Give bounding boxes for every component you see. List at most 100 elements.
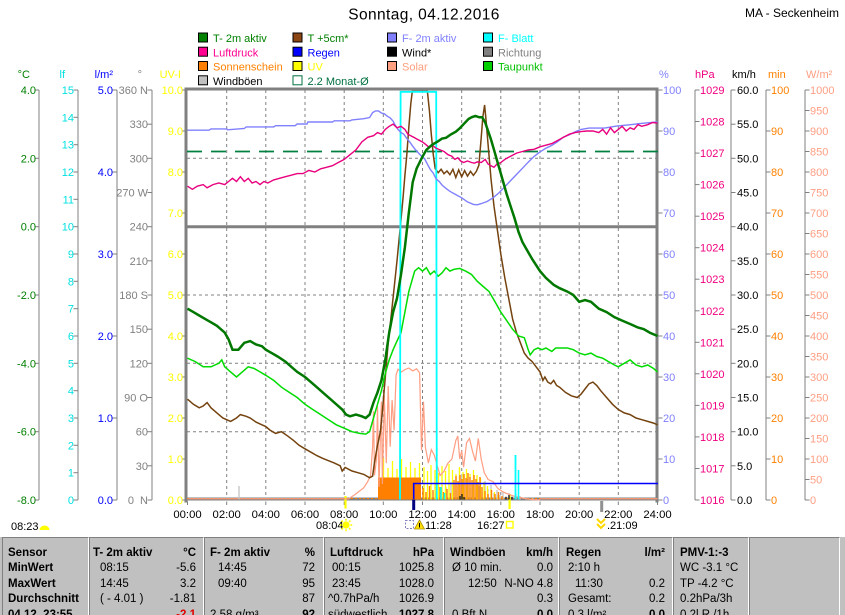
svg-text:10.0: 10.0 <box>162 85 183 97</box>
svg-text:14:00: 14:00 <box>448 509 476 521</box>
svg-text:50: 50 <box>810 475 822 487</box>
svg-text:1027: 1027 <box>700 148 724 160</box>
svg-text:1017: 1017 <box>700 464 724 476</box>
svg-text:4: 4 <box>68 386 74 398</box>
svg-text:12: 12 <box>62 167 74 179</box>
svg-text:Sonntag, 04.12.2016: Sonntag, 04.12.2016 <box>348 7 500 24</box>
svg-text:35.0: 35.0 <box>737 256 758 268</box>
svg-text:900: 900 <box>810 126 828 138</box>
svg-text:90: 90 <box>771 126 783 138</box>
svg-text:40: 40 <box>771 331 783 343</box>
svg-text:00:00: 00:00 <box>173 509 201 521</box>
svg-text:30: 30 <box>136 461 148 473</box>
svg-text:Windböen: Windböen <box>213 76 263 88</box>
svg-text:20: 20 <box>771 413 783 425</box>
svg-text:F- Blatt: F- Blatt <box>498 33 533 45</box>
svg-text:1020: 1020 <box>700 369 724 381</box>
svg-text:60: 60 <box>663 249 675 261</box>
svg-text:10: 10 <box>663 454 675 466</box>
svg-text:60.0: 60.0 <box>737 85 758 97</box>
svg-text:250: 250 <box>810 393 828 405</box>
svg-text:Sonnenschein: Sonnenschein <box>213 62 283 74</box>
svg-text:40.0: 40.0 <box>737 222 758 234</box>
svg-text:90: 90 <box>663 126 675 138</box>
svg-text:80: 80 <box>663 167 675 179</box>
svg-text:°: ° <box>138 69 142 81</box>
svg-text:16:27: 16:27 <box>477 520 505 532</box>
svg-text:150: 150 <box>130 324 148 336</box>
svg-text:3.0: 3.0 <box>98 249 113 261</box>
svg-text:300: 300 <box>130 153 148 165</box>
svg-text:1.0: 1.0 <box>168 454 183 466</box>
svg-text:180 S: 180 S <box>119 290 148 302</box>
svg-text:08:04: 08:04 <box>316 520 344 532</box>
svg-text:45.0: 45.0 <box>737 188 758 200</box>
svg-text:6.0: 6.0 <box>168 249 183 261</box>
svg-text:500: 500 <box>810 290 828 302</box>
svg-text:8: 8 <box>68 276 74 288</box>
svg-text:240: 240 <box>130 222 148 234</box>
svg-text:Richtung: Richtung <box>498 48 541 60</box>
svg-text:9.0: 9.0 <box>168 126 183 138</box>
svg-text:60: 60 <box>136 427 148 439</box>
svg-text:08:23: 08:23 <box>11 521 39 533</box>
svg-text:.21:09: .21:09 <box>607 520 638 532</box>
svg-text:12:00: 12:00 <box>408 509 436 521</box>
svg-text:700: 700 <box>810 208 828 220</box>
svg-text:1016: 1016 <box>700 495 724 507</box>
svg-text:270 W: 270 W <box>116 188 148 200</box>
svg-text:800: 800 <box>810 167 828 179</box>
svg-text:%: % <box>659 69 669 81</box>
svg-text:1028: 1028 <box>700 117 724 129</box>
svg-text:55.0: 55.0 <box>737 119 758 131</box>
svg-text:1019: 1019 <box>700 400 724 412</box>
svg-text:13: 13 <box>62 140 74 152</box>
svg-text:15: 15 <box>62 85 74 97</box>
svg-text:18:00: 18:00 <box>526 509 554 521</box>
svg-text:Luftdruck: Luftdruck <box>213 48 259 60</box>
svg-text:60: 60 <box>771 249 783 261</box>
svg-text:360 N: 360 N <box>119 85 148 97</box>
svg-text:0: 0 <box>663 495 669 507</box>
svg-text:1025: 1025 <box>700 211 724 223</box>
svg-text:5: 5 <box>68 358 74 370</box>
svg-text:7.0: 7.0 <box>168 208 183 220</box>
svg-text:Taupunkt: Taupunkt <box>498 62 543 74</box>
svg-text:MA - Seckenheim: MA - Seckenheim <box>745 6 839 20</box>
svg-text:0 N: 0 N <box>128 495 148 507</box>
svg-text:2.0: 2.0 <box>98 331 113 343</box>
svg-text:20.0: 20.0 <box>737 358 758 370</box>
svg-text:2.2 Monat-Ø: 2.2 Monat-Ø <box>308 76 370 88</box>
svg-text:50: 50 <box>771 290 783 302</box>
svg-text:0: 0 <box>68 495 74 507</box>
svg-text:UV: UV <box>308 62 324 74</box>
svg-text:100: 100 <box>810 454 828 466</box>
svg-text:550: 550 <box>810 270 828 282</box>
svg-text:1000: 1000 <box>810 85 834 97</box>
svg-text:950: 950 <box>810 106 828 118</box>
svg-text:90 O: 90 O <box>124 393 148 405</box>
svg-text:11: 11 <box>63 194 74 206</box>
svg-text:T- 2m aktiv: T- 2m aktiv <box>213 33 267 45</box>
svg-text:1029: 1029 <box>700 85 724 97</box>
svg-text:4.0: 4.0 <box>168 331 183 343</box>
svg-text:20: 20 <box>663 413 675 425</box>
svg-text:-6.0: -6.0 <box>17 427 36 439</box>
svg-text:850: 850 <box>810 147 828 159</box>
svg-text:min: min <box>768 69 786 81</box>
svg-text:0: 0 <box>771 495 777 507</box>
svg-text:-2.0: -2.0 <box>17 290 36 302</box>
svg-text:100: 100 <box>663 85 681 97</box>
svg-text:30: 30 <box>663 372 675 384</box>
svg-text:450: 450 <box>810 311 828 323</box>
svg-text:70: 70 <box>771 208 783 220</box>
svg-text:-4.0: -4.0 <box>17 358 36 370</box>
svg-text:30: 30 <box>771 372 783 384</box>
svg-text:W/m²: W/m² <box>806 69 833 81</box>
svg-text:300: 300 <box>810 372 828 384</box>
svg-text:50: 50 <box>663 290 675 302</box>
svg-text:10: 10 <box>62 222 74 234</box>
svg-text:Solar: Solar <box>402 62 428 74</box>
svg-text:2.0: 2.0 <box>168 413 183 425</box>
svg-text:150: 150 <box>810 434 828 446</box>
